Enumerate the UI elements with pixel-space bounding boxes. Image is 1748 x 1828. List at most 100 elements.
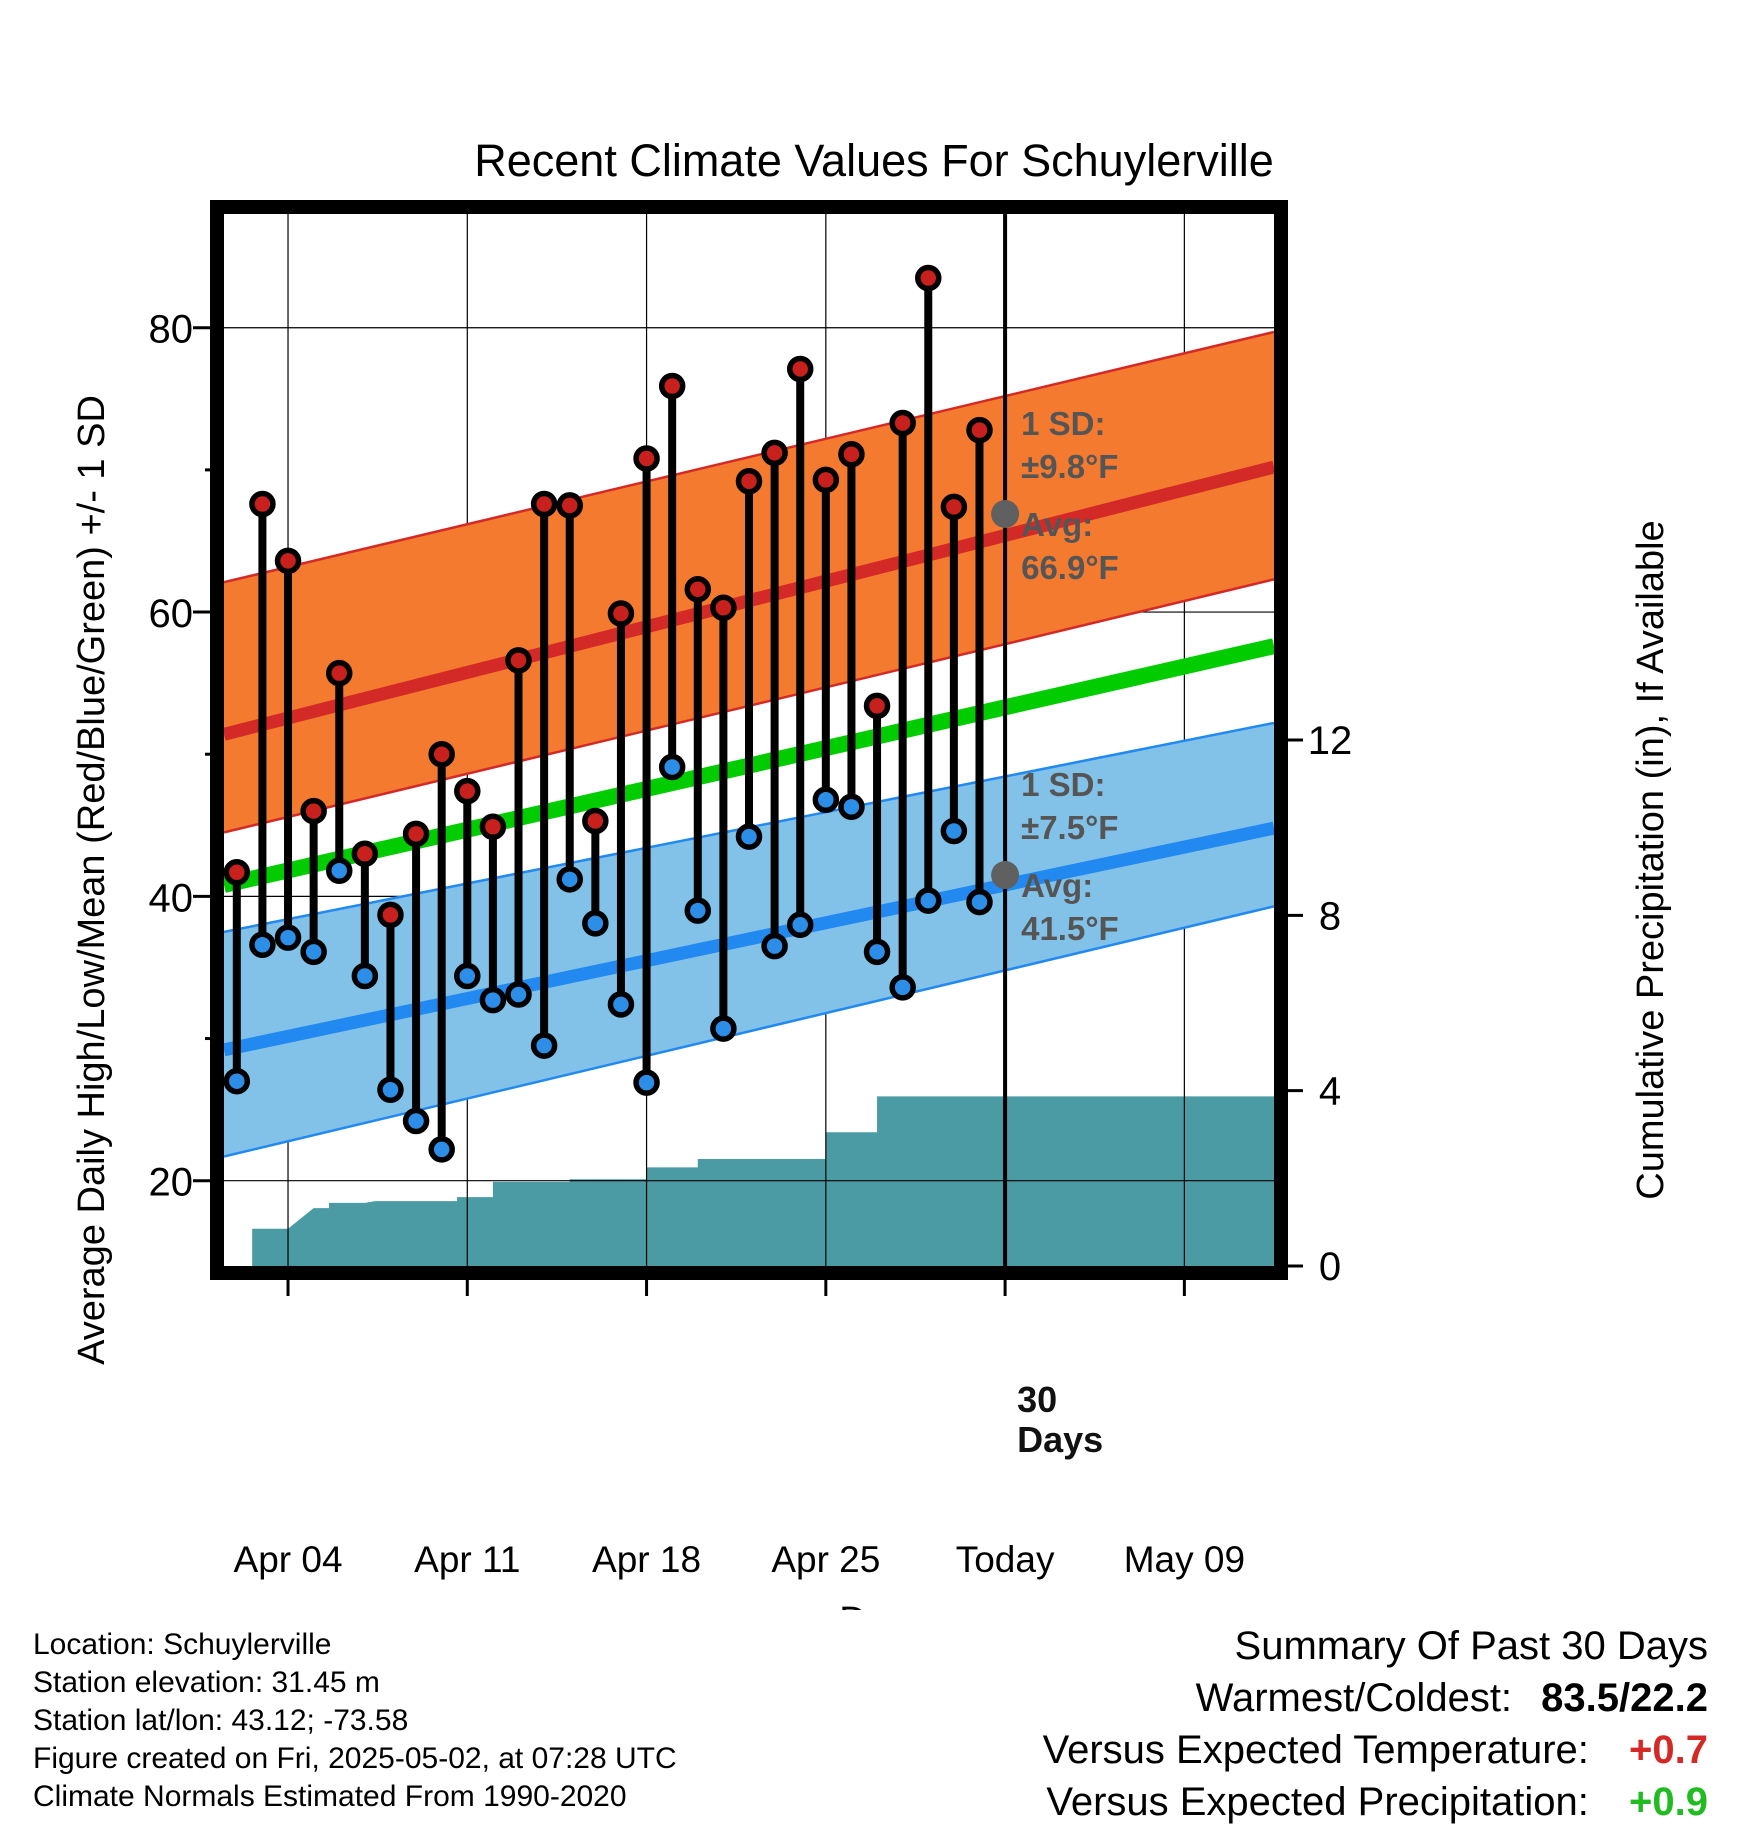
temp-row: Versus Expected Temperature: +0.7	[1043, 1724, 1708, 1776]
high-point	[863, 692, 891, 720]
low-point	[325, 857, 353, 885]
x-tick-label: Apr 11	[414, 1539, 520, 1580]
x-axis-label: Day	[839, 1600, 907, 1610]
low-point	[607, 991, 635, 1018]
low-sd-value: ±7.5°F	[1021, 809, 1118, 846]
low-avg-label: Avg:	[1021, 867, 1093, 904]
latlon-text: Station lat/lon: 43.12; -73.58	[33, 1704, 409, 1737]
high-point	[684, 576, 712, 603]
low-point	[710, 1015, 737, 1042]
low-point	[658, 753, 686, 781]
low-point	[249, 931, 276, 958]
high-point	[325, 659, 353, 687]
low-point	[454, 962, 481, 990]
low-point	[479, 986, 507, 1014]
low-point	[940, 817, 968, 845]
high-point	[249, 490, 276, 518]
low-normal-line	[224, 821, 1274, 1057]
summary-title: Summary Of Past 30 Days	[1234, 1624, 1708, 1668]
climate-chart: Recent Climate Values For Schuylerville …	[71, 135, 1672, 1610]
low-point	[863, 938, 891, 966]
x-tick-label: Apr 25	[771, 1539, 880, 1580]
high-point	[735, 468, 763, 495]
today-days-label: 30	[1017, 1379, 1057, 1420]
summary-panel: Summary Of Past 30 Days Warmest/Coldest:…	[1043, 1620, 1708, 1828]
high-point	[479, 813, 507, 840]
x-tick-label: Today	[956, 1539, 1055, 1580]
warm-cold-label: Warmest/Coldest:	[1195, 1676, 1513, 1720]
high-point	[761, 439, 788, 467]
precip-row: Versus Expected Precipitation: +0.9	[1043, 1776, 1708, 1828]
high-point	[377, 901, 404, 929]
low-point	[812, 786, 840, 813]
high-point	[530, 490, 558, 518]
high-avg-value: 66.9°F	[1021, 549, 1119, 586]
y-tick-label: 20	[149, 1161, 194, 1205]
high-point	[351, 840, 379, 867]
low-point	[889, 974, 916, 1001]
low-point	[274, 924, 302, 951]
high-point	[940, 493, 968, 521]
low-point	[684, 897, 712, 924]
low-point	[786, 911, 814, 939]
low-point	[735, 823, 763, 850]
low-sd-lower-line	[224, 905, 1274, 1158]
elevation-text: Station elevation: 31.45 m	[33, 1666, 380, 1699]
temp-label: Versus Expected Temperature:	[1042, 1728, 1589, 1772]
high-point	[607, 600, 635, 627]
y2-axis-label: Cumulative Precipitation (in), If Availa…	[1630, 520, 1672, 1199]
high-point	[633, 445, 660, 472]
high-point	[889, 409, 916, 437]
high-point	[556, 492, 583, 519]
low-point	[966, 888, 993, 916]
precip-value: +0.9	[1629, 1780, 1708, 1824]
low-point	[351, 962, 379, 990]
high-point	[786, 355, 814, 383]
high-point	[812, 466, 840, 494]
high-sd-value: ±9.8°F	[1021, 448, 1118, 485]
y2-tick-label: 0	[1319, 1245, 1341, 1289]
high-point	[710, 594, 737, 622]
low-point	[633, 1069, 660, 1096]
today-days-label: Days	[1017, 1419, 1103, 1460]
high-avg-marker	[991, 499, 1020, 528]
high-point	[223, 858, 251, 886]
y2-tick-label: 12	[1308, 719, 1353, 763]
low-point	[530, 1032, 558, 1059]
chart-title: Recent Climate Values For Schuylerville	[474, 135, 1273, 186]
x-tick-label: Apr 04	[234, 1539, 343, 1580]
location-text: Location: Schuylerville	[33, 1628, 332, 1661]
high-point	[915, 264, 942, 292]
x-tick-label: May 09	[1124, 1539, 1245, 1580]
y2-tick-label: 8	[1319, 894, 1341, 938]
y-tick-label: 40	[149, 876, 194, 920]
low-point	[300, 938, 327, 966]
low-point	[377, 1076, 404, 1103]
low-avg-marker	[991, 861, 1020, 890]
high-sd-upper-line	[224, 330, 1274, 584]
precip-label: Versus Expected Precipitation:	[1046, 1780, 1589, 1824]
temp-value: +0.7	[1629, 1728, 1708, 1772]
created-text: Figure created on Fri, 2025-05-02, at 07…	[33, 1742, 677, 1775]
warm-cold-row: Warmest/Coldest: 83.5/22.2	[1043, 1672, 1708, 1724]
low-point	[428, 1136, 455, 1163]
high-sd-label: 1 SD:	[1021, 405, 1105, 442]
x-tick-label: Apr 18	[592, 1539, 701, 1580]
station-info: Location: Schuylerville Station elevatio…	[33, 1626, 677, 1816]
low-point	[761, 932, 788, 960]
warm-cold-value: 83.5/22.2	[1541, 1676, 1708, 1720]
high-point	[300, 797, 327, 825]
low-point	[223, 1067, 251, 1095]
y-tick-label: 60	[149, 592, 194, 636]
high-point	[658, 372, 686, 400]
low-sd-label: 1 SD:	[1021, 766, 1105, 803]
high-point	[428, 740, 455, 768]
y2-tick-label: 4	[1319, 1070, 1341, 1114]
low-point	[838, 793, 865, 821]
low-point	[582, 910, 609, 937]
high-point	[402, 820, 430, 848]
high-point	[274, 547, 302, 575]
high-point	[582, 807, 609, 835]
y-tick-label: 80	[149, 308, 194, 352]
